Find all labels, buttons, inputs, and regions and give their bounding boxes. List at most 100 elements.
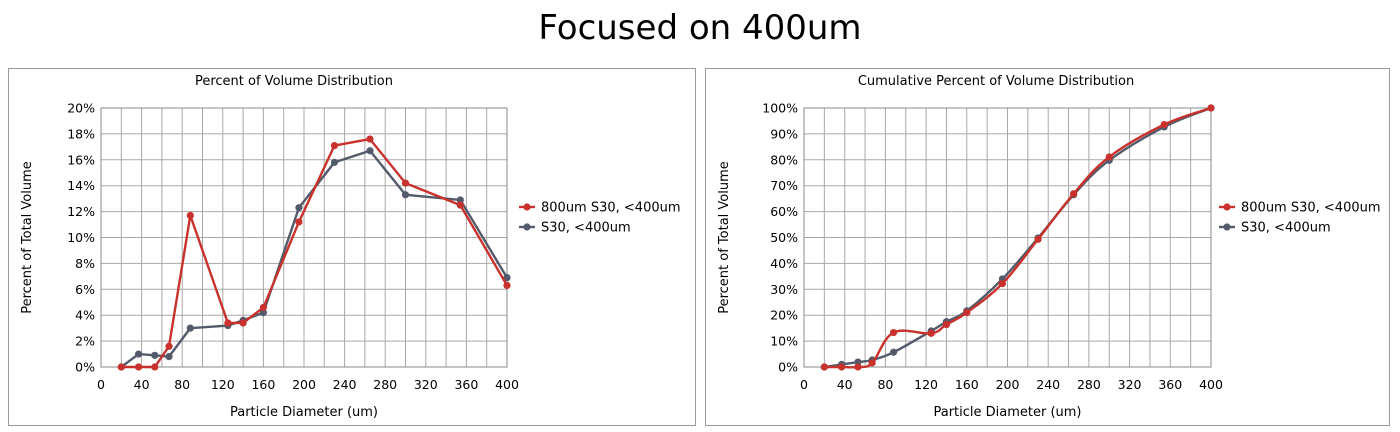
legend-swatch-marker [1223,203,1231,211]
chart-title: Cumulative Percent of Volume Distributio… [858,74,1134,89]
legend: 800um S30, <400um S30, <400um [519,201,681,236]
y-tick-label: 16% [67,152,95,167]
data-point [820,363,828,371]
data-point [259,303,267,312]
data-point [963,309,971,317]
y-tick-label: 2% [75,334,95,349]
x-tick-label: 320 [1118,377,1142,392]
y-axis-label: Percent of Total Volume [20,161,35,314]
x-tick-label: 120 [211,377,235,392]
x-axis-label: Particle Diameter (um) [933,405,1081,420]
y-tick-label: 60% [770,204,798,219]
legend: 800um S30, <400um S30, <400um [1219,201,1381,236]
grid [100,107,508,368]
x-tick-label: 240 [333,377,357,392]
legend-swatch-marker [1223,223,1231,231]
data-point [1034,235,1042,243]
data-point [117,363,125,371]
data-point [330,141,339,150]
chart-panel-distribution: Percent of Volume Distribution 0% 2% 4% 6% 8%… [8,68,696,426]
y-tick-label: 10% [67,230,95,245]
data-point [295,204,303,212]
y-tick-label: 70% [770,178,798,193]
data-point [998,280,1007,288]
x-tick-label: 240 [1036,377,1060,392]
y-tick-label: 80% [770,152,798,167]
y-tick-label: 12% [67,204,95,219]
data-point [165,353,173,361]
data-point [165,342,173,350]
data-point [456,201,464,209]
x-tick-label: 80 [877,377,893,392]
data-point [889,348,898,356]
legend-label: 800um S30, <400um [541,201,681,216]
x-tick-label: 0 [97,377,105,392]
series-0 [820,104,1215,371]
data-point [186,211,194,220]
data-point [1207,104,1215,112]
x-tick-label: 400 [1199,377,1223,392]
x-tick-label: 0 [800,377,808,392]
y-tick-label: 50% [770,230,798,245]
data-point [134,363,143,371]
legend-label: 800um S30, <400um [1241,201,1381,216]
data-point [503,281,511,290]
series-line [120,149,509,368]
x-tick-label: 360 [1158,377,1182,392]
chart-cumulative: Cumulative Percent of Volume Distributio… [717,74,1381,420]
x-tick-label: 80 [174,377,190,392]
y-tick-label: 30% [770,282,798,297]
data-point [854,358,862,366]
y-tick-label: 20% [770,308,798,323]
grid [803,107,1212,368]
x-tick-label: 160 [251,377,275,392]
data-point [1160,120,1168,129]
data-point [1070,190,1078,198]
legend-label: S30, <400um [1241,221,1331,236]
x-tick-label: 120 [914,377,938,392]
chart-panel-cumulative: Cumulative Percent of Volume Distributio… [705,68,1390,426]
data-point [1105,153,1113,161]
series-line [121,137,509,369]
x-axis-label: Particle Diameter (um) [230,405,378,420]
data-point [401,191,410,199]
x-tick-label: 320 [414,377,438,392]
x-tick-label: 360 [454,377,478,392]
y-tick-label: 6% [75,282,95,297]
y-tick-label: 90% [770,126,798,141]
y-tick-label: 8% [75,256,95,271]
y-tick-label: 4% [75,308,95,323]
data-point [366,135,374,143]
data-point [401,179,410,187]
x-tick-label: 280 [373,377,397,392]
x-tick-label: 200 [292,377,316,392]
y-axis-label: Percent of Total Volume [717,161,732,314]
data-point [186,324,194,332]
chart-distribution: Percent of Volume Distribution 0% 2% 4% 6% 8%… [20,74,681,420]
data-point [503,274,511,282]
data-point [295,218,303,226]
x-tick-label: 40 [134,377,150,392]
data-point [134,350,143,358]
data-point [889,328,898,337]
data-point [151,351,159,359]
data-point [330,158,339,166]
legend-swatch-marker [523,223,531,231]
x-tick-label: 160 [955,377,979,392]
series-1 [117,147,511,371]
y-tick-label: 0% [75,360,95,375]
data-point [456,196,464,204]
legend-swatch-marker [523,203,531,211]
series-0 [117,135,511,371]
page-title: Focused on 400um [538,8,862,48]
x-tick-label: 200 [996,377,1020,392]
y-tick-label: 20% [67,101,95,116]
plot-border [100,107,508,368]
data-point [259,309,267,317]
data-point [927,329,935,337]
data-point [942,320,951,329]
data-point [868,359,876,367]
chart-title: Percent of Volume Distribution [195,74,393,89]
x-tick-label: 280 [1077,377,1101,392]
data-point [224,319,232,327]
